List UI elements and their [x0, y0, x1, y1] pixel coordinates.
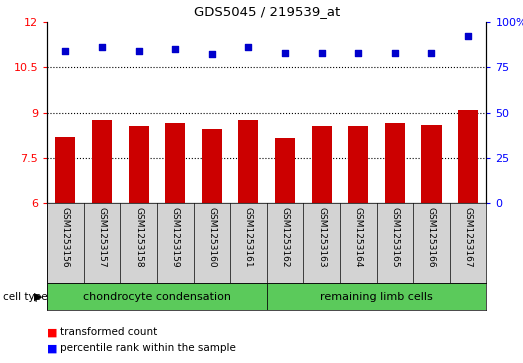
Bar: [238, 120, 258, 203]
Text: transformed count: transformed count: [60, 327, 157, 337]
Bar: [55, 137, 75, 203]
Point: [391, 50, 399, 56]
Text: GSM1253156: GSM1253156: [61, 207, 70, 268]
Point: [464, 33, 472, 39]
Bar: [275, 138, 295, 203]
Point: [281, 50, 289, 56]
Point: [208, 52, 216, 57]
Text: percentile rank within the sample: percentile rank within the sample: [60, 343, 236, 354]
Bar: [202, 129, 222, 203]
Point: [98, 44, 106, 50]
Bar: [422, 125, 441, 203]
Point: [354, 50, 362, 56]
Title: GDS5045 / 219539_at: GDS5045 / 219539_at: [194, 5, 340, 18]
Text: ■: ■: [47, 343, 58, 354]
Text: GSM1253165: GSM1253165: [390, 207, 400, 268]
Text: GSM1253158: GSM1253158: [134, 207, 143, 268]
Text: ▶: ▶: [34, 292, 42, 302]
Text: GSM1253157: GSM1253157: [97, 207, 107, 268]
Text: chondrocyte condensation: chondrocyte condensation: [83, 292, 231, 302]
Text: ■: ■: [47, 327, 58, 337]
Text: GSM1253167: GSM1253167: [463, 207, 473, 268]
Text: GSM1253161: GSM1253161: [244, 207, 253, 268]
Bar: [129, 126, 149, 203]
Text: GSM1253163: GSM1253163: [317, 207, 326, 268]
Bar: [458, 110, 478, 203]
Text: GSM1253160: GSM1253160: [207, 207, 217, 268]
Bar: [267, 283, 486, 310]
Point: [317, 50, 326, 56]
Bar: [47, 283, 267, 310]
Bar: [92, 120, 112, 203]
Bar: [165, 123, 185, 203]
Point: [61, 48, 70, 54]
Text: GSM1253164: GSM1253164: [354, 207, 363, 268]
Point: [134, 48, 143, 54]
Text: remaining limb cells: remaining limb cells: [320, 292, 433, 302]
Point: [427, 50, 436, 56]
Text: GSM1253162: GSM1253162: [280, 207, 290, 268]
Text: GSM1253159: GSM1253159: [170, 207, 180, 268]
Point: [244, 44, 253, 50]
Bar: [348, 126, 368, 203]
Bar: [385, 123, 405, 203]
Text: cell type: cell type: [3, 292, 47, 302]
Text: GSM1253166: GSM1253166: [427, 207, 436, 268]
Point: [171, 46, 179, 52]
Bar: [312, 126, 332, 203]
